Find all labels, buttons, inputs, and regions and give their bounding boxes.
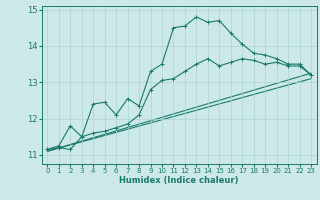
X-axis label: Humidex (Indice chaleur): Humidex (Indice chaleur) xyxy=(119,176,239,185)
